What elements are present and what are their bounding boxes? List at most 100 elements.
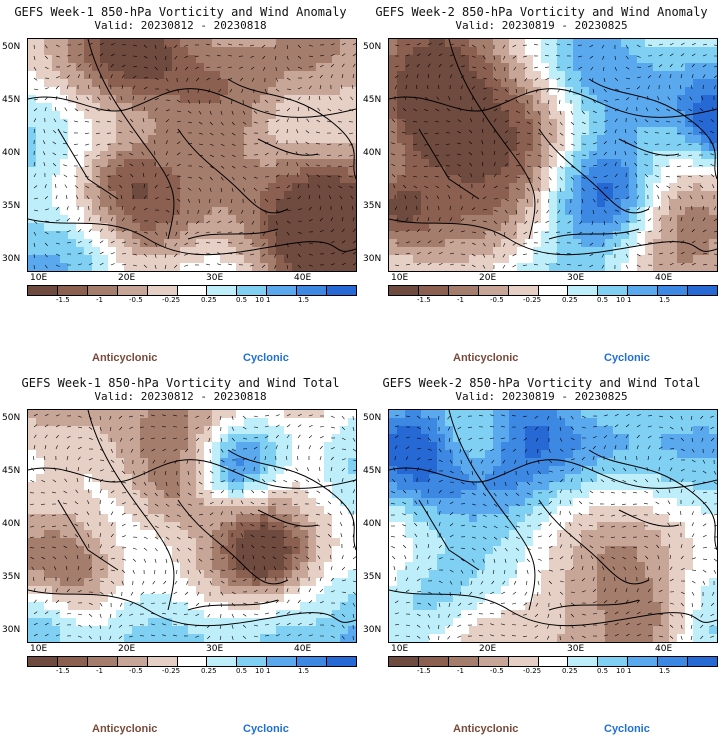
- colorbar-swatch: [389, 286, 419, 295]
- colorbar: [388, 656, 718, 667]
- lat-label: 30N: [2, 254, 21, 264]
- colorbar-tick: -1: [96, 296, 103, 304]
- colorbar-swatch: [418, 286, 449, 295]
- lon-label: 30E: [567, 644, 585, 654]
- panel-title: GEFS Week-1 850-hPa Vorticity and Wind T…: [21, 376, 340, 390]
- colorbar-swatch: [508, 286, 539, 295]
- vorticity-map: [389, 39, 717, 271]
- colorbar-tick: 0.25: [562, 296, 578, 304]
- colorbar-swatch: [267, 657, 298, 666]
- lon-label: 30E: [206, 273, 224, 283]
- colorbar-tick: 0.25: [201, 296, 217, 304]
- lon-label: 20E: [118, 644, 136, 654]
- map-area: [388, 409, 718, 643]
- colorbar-swatch: [117, 657, 148, 666]
- lat-label: 45N: [363, 466, 382, 476]
- colorbar-swatch: [568, 286, 599, 295]
- colorbar-swatch: [177, 657, 208, 666]
- panel-title: GEFS Week-2 850-hPa Vorticity and Wind T…: [382, 376, 701, 390]
- colorbar-tick: 0.5: [597, 296, 609, 304]
- panel-valid-range: Valid: 20230812 - 20230818: [94, 19, 267, 32]
- lon-label: 10E: [391, 273, 409, 283]
- colorbar-tick: 0.5: [236, 667, 248, 675]
- colorbar-swatch: [237, 286, 268, 295]
- lat-label: 30N: [2, 625, 21, 635]
- colorbar-swatch: [117, 286, 148, 295]
- colorbar-tick: -1.5: [417, 667, 431, 675]
- colorbar-tick: 1.5: [659, 667, 671, 675]
- legend-cyclonic: Cyclonic: [243, 723, 289, 735]
- lon-label: 40E: [294, 273, 312, 283]
- colorbar-extra-label: 10: [616, 667, 625, 675]
- colorbar-swatch: [688, 657, 717, 666]
- colorbar: [27, 285, 357, 296]
- vorticity-map: [389, 410, 717, 642]
- colorbar-swatch: [28, 286, 58, 295]
- colorbar-tick: -1.5: [417, 296, 431, 304]
- colorbar-swatch: [628, 657, 659, 666]
- lat-label: 30N: [363, 254, 382, 264]
- lon-label: 20E: [479, 273, 497, 283]
- legend-cyclonic: Cyclonic: [604, 352, 650, 364]
- colorbar-swatch: [267, 286, 298, 295]
- colorbar-swatch: [598, 657, 629, 666]
- lat-label: 40N: [2, 519, 21, 529]
- legend-cyclonic: Cyclonic: [243, 352, 289, 364]
- legend-anticyclonic: Anticyclonic: [92, 352, 158, 364]
- lon-label: 40E: [655, 644, 673, 654]
- lat-label: 35N: [363, 201, 382, 211]
- colorbar-tick: -1: [457, 667, 464, 675]
- colorbar-tick: 0.5: [236, 296, 248, 304]
- colorbar-swatch: [327, 286, 356, 295]
- lat-label: 35N: [2, 572, 21, 582]
- panel-title: GEFS Week-2 850-hPa Vorticity and Wind A…: [375, 5, 708, 19]
- colorbar-swatch: [508, 657, 539, 666]
- colorbar-tick: -1.5: [56, 667, 70, 675]
- colorbar-tick: -0.5: [490, 667, 504, 675]
- colorbar-swatch: [448, 657, 479, 666]
- colorbar-tick: 0.25: [201, 667, 217, 675]
- colorbar-tick: 1.5: [659, 296, 671, 304]
- colorbar-swatch: [207, 286, 238, 295]
- colorbar-swatch: [297, 286, 328, 295]
- colorbar-swatch: [28, 657, 58, 666]
- colorbar-swatch: [389, 657, 419, 666]
- colorbar-tick: -0.5: [490, 296, 504, 304]
- lon-label: 30E: [567, 273, 585, 283]
- colorbar-tick: 1: [627, 667, 632, 675]
- colorbar-extra-label: 10: [255, 296, 264, 304]
- colorbar-tick: 1.5: [298, 667, 310, 675]
- colorbar-swatch: [688, 286, 717, 295]
- map-panel-week2-anomaly: GEFS Week-2 850-hPa Vorticity and Wind A…: [361, 0, 722, 371]
- colorbar-swatch: [237, 657, 268, 666]
- lat-label: 35N: [2, 201, 21, 211]
- colorbar-tick: -0.25: [523, 296, 542, 304]
- colorbar-tick: 1: [627, 296, 632, 304]
- lon-label: 10E: [30, 273, 48, 283]
- legend-anticyclonic: Anticyclonic: [92, 723, 158, 735]
- colorbar-swatch: [598, 286, 629, 295]
- colorbar-swatch: [628, 286, 659, 295]
- panel-valid-range: Valid: 20230812 - 20230818: [94, 390, 267, 403]
- colorbar-tick: -1.5: [56, 296, 70, 304]
- lat-label: 45N: [2, 95, 21, 105]
- colorbar-swatch: [177, 286, 208, 295]
- colorbar-swatch: [538, 657, 569, 666]
- panel-valid-range: Valid: 20230819 - 20230825: [455, 390, 628, 403]
- lon-label: 20E: [479, 644, 497, 654]
- lon-label: 40E: [655, 273, 673, 283]
- legend-anticyclonic: Anticyclonic: [453, 352, 519, 364]
- colorbar-swatch: [568, 657, 599, 666]
- colorbar-tick: -0.5: [129, 296, 143, 304]
- colorbar-swatch: [207, 657, 238, 666]
- colorbar-swatch: [538, 286, 569, 295]
- colorbar-tick: 0.5: [597, 667, 609, 675]
- colorbar-swatch: [57, 286, 88, 295]
- colorbar-swatch: [87, 286, 118, 295]
- panel-title: GEFS Week-1 850-hPa Vorticity and Wind A…: [14, 5, 347, 19]
- colorbar-extra-label: 10: [616, 296, 625, 304]
- lat-label: 30N: [363, 625, 382, 635]
- colorbar-swatch: [658, 286, 689, 295]
- lat-label: 50N: [2, 42, 21, 52]
- colorbar-tick: -0.25: [523, 667, 542, 675]
